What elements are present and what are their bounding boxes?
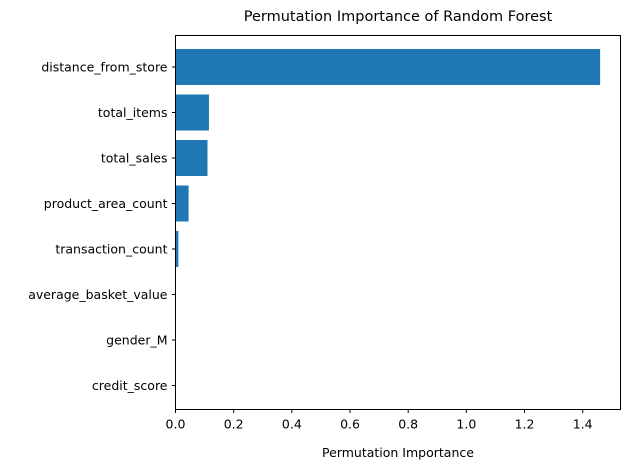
bar-total_items — [175, 94, 209, 131]
y-tick-label: credit_score — [92, 378, 168, 393]
x-axis: 0.0 0.2 0.4 0.6 0.8 1.0 1.2 1.4 — [166, 409, 593, 432]
x-tick-label: 0.4 — [282, 417, 302, 432]
y-tick-label: total_sales — [101, 151, 168, 166]
x-tick-label: 0.0 — [166, 417, 186, 432]
x-tick-label: 1.2 — [515, 417, 535, 432]
x-axis-label: Permutation Importance — [322, 445, 474, 460]
y-tick-label: total_items — [98, 105, 168, 120]
chart-title: Permutation Importance of Random Forest — [244, 9, 553, 25]
bars-group — [175, 49, 601, 267]
bar-product_area_count — [175, 185, 189, 222]
y-axis: distance_from_store total_items total_sale… — [28, 60, 176, 393]
bar-total_sales — [175, 140, 208, 176]
y-tick-label: product_area_count — [44, 196, 168, 211]
x-tick-label: 1.4 — [573, 417, 593, 432]
bar-distance_from_store — [175, 49, 601, 85]
y-tick-label: distance_from_store — [41, 60, 167, 75]
plot-frame — [175, 35, 621, 410]
x-tick-label: 0.8 — [398, 417, 418, 432]
y-tick-label: gender_M — [106, 333, 167, 348]
x-tick-label: 0.2 — [224, 417, 244, 432]
bar-transaction_count — [175, 231, 179, 267]
x-tick-label: 0.6 — [340, 417, 360, 432]
y-tick-label: average_basket_value — [28, 287, 168, 302]
y-tick-label: transaction_count — [55, 242, 167, 257]
x-tick-label: 1.0 — [456, 417, 476, 432]
